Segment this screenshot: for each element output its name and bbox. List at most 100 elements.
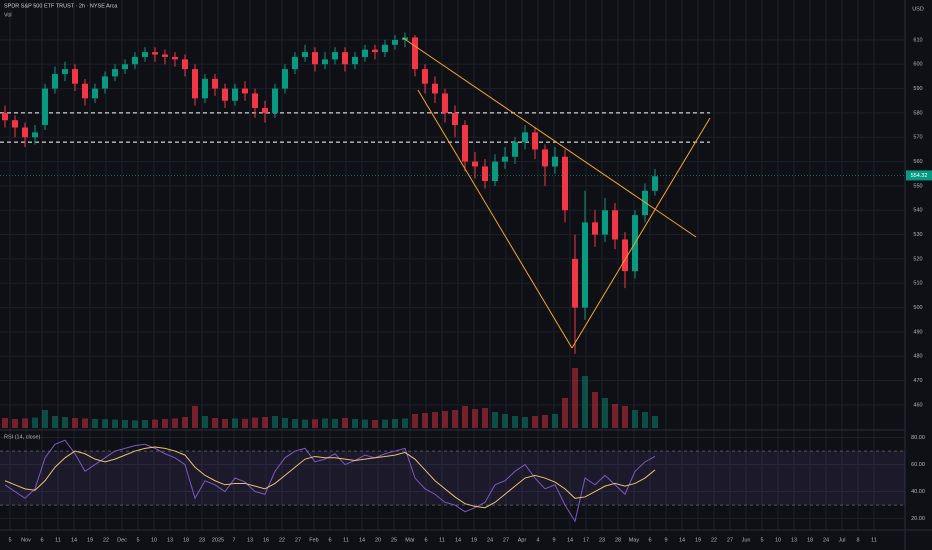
volume-bar	[532, 416, 538, 428]
y-tick-label: 530	[913, 232, 922, 238]
volume-bar	[342, 418, 348, 428]
candle-body	[292, 56, 298, 70]
volume-bar	[392, 419, 398, 428]
volume-bar	[52, 416, 58, 428]
candle-body	[402, 37, 408, 40]
y-tick-label: 540	[913, 208, 922, 214]
volume-bar	[352, 419, 358, 428]
volume-bar	[172, 418, 178, 428]
y-tick-label: 520	[913, 256, 922, 262]
x-tick-label: 5	[760, 537, 763, 543]
x-tick-label: 7	[232, 537, 235, 543]
volume-bar	[502, 414, 508, 428]
volume-bar	[402, 418, 408, 428]
volume-bar	[462, 406, 468, 428]
x-tick-label: Jul	[838, 537, 845, 543]
volume-bar	[22, 418, 28, 428]
candle-body	[2, 112, 8, 121]
candle-body	[22, 127, 28, 138]
y-tick-label: 480	[913, 354, 922, 360]
y-tick-label: 550	[913, 183, 922, 189]
y-tick-label: 510	[913, 281, 922, 287]
volume-bar	[552, 414, 558, 428]
candle-body	[222, 88, 228, 101]
candle-body	[102, 76, 108, 89]
trendline	[417, 89, 573, 349]
volume-bar	[142, 420, 148, 428]
y-tick-label: 490	[913, 329, 922, 335]
x-tick-label: 5	[136, 537, 139, 543]
x-tick-label: 11	[871, 537, 877, 543]
candle-body	[392, 39, 398, 45]
y-tick-label: 470	[913, 378, 922, 384]
x-tick-label: 23	[199, 537, 205, 543]
last-price-tag	[906, 170, 932, 181]
volume-bar	[202, 416, 208, 428]
candle-body	[472, 161, 478, 167]
x-tick-label: 22	[279, 537, 285, 543]
symbol-title: SPDR S&P 500 ETF TRUST · 2h · NYSE Arca	[4, 3, 118, 9]
trendline	[571, 117, 711, 349]
candle-body	[52, 73, 58, 89]
candle-body	[342, 52, 348, 65]
candle-body	[202, 78, 208, 99]
rsi-tick-label: 60.00	[911, 462, 925, 468]
x-tick-label: 24	[823, 537, 829, 543]
candle-body	[322, 59, 328, 65]
candle-body	[312, 52, 318, 65]
x-tick-label: 19	[695, 537, 701, 543]
volume-bar	[62, 417, 68, 428]
candle-body	[462, 125, 468, 162]
x-tick-label: 13	[167, 537, 173, 543]
x-tick-label: 9	[664, 537, 667, 543]
x-tick-label: Nov	[21, 537, 31, 543]
x-tick-label: 6	[424, 537, 427, 543]
candle-body	[262, 108, 268, 113]
y-tick-label: 610	[913, 37, 922, 43]
volume-bar	[482, 408, 488, 428]
x-tick-label: 17	[583, 537, 589, 543]
candle-body	[12, 120, 18, 128]
x-tick-label: 14	[455, 537, 461, 543]
x-tick-label: 6	[648, 537, 651, 543]
volume-bar	[472, 409, 478, 428]
candle-body	[592, 222, 598, 235]
candle-body	[112, 69, 118, 77]
volume-bar	[12, 419, 18, 428]
volume-bar	[272, 416, 278, 428]
candle-body	[422, 69, 428, 84]
candle-body	[562, 156, 568, 211]
x-tick-label: 13	[791, 537, 797, 543]
volume-bar	[592, 392, 598, 428]
volume-bar	[232, 418, 238, 428]
candle-body	[572, 258, 578, 308]
rsi-tick-label: 20.00	[911, 516, 925, 522]
candle-body	[622, 239, 628, 272]
volume-bar	[152, 419, 158, 428]
volume-bar	[262, 417, 268, 428]
x-tick-label: 25	[391, 537, 397, 543]
grid	[0, 0, 905, 530]
volume-bar	[102, 419, 108, 428]
candle-body	[142, 52, 148, 57]
x-tick-label: 14	[679, 537, 685, 543]
labels: SPDR S&P 500 ETF TRUST · 2h · NYSE Arca …	[4, 3, 932, 543]
volume-bar	[542, 415, 548, 428]
candle-body	[272, 88, 278, 113]
volume-bar	[2, 418, 8, 428]
y-tick-label: 590	[913, 86, 922, 92]
candle-body	[432, 83, 438, 94]
x-tick-label: 6	[40, 537, 43, 543]
candle-body	[492, 161, 498, 182]
x-tick-label: 27	[503, 537, 509, 543]
volume-bar	[92, 419, 98, 428]
candle-body	[282, 69, 288, 89]
volume-bar	[642, 412, 648, 428]
x-tick-label: 6	[328, 537, 331, 543]
y-tick-label: 580	[913, 110, 922, 116]
x-tick-label: 27	[295, 537, 301, 543]
candle-body	[62, 69, 68, 74]
volume-bar	[572, 368, 578, 428]
